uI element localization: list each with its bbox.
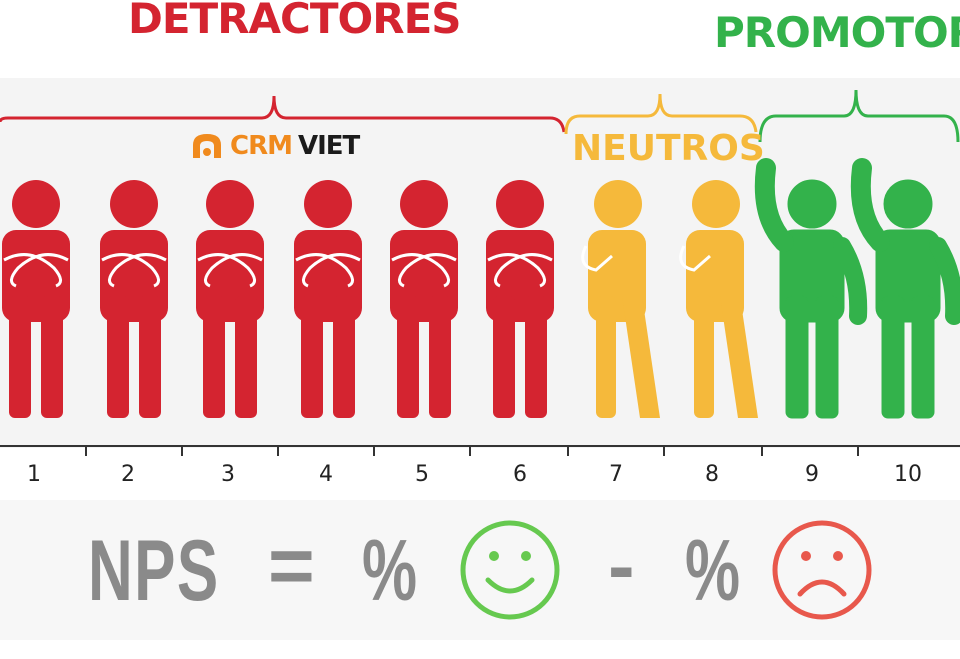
detractores-title: DETRACTORES: [128, 0, 462, 43]
percent-detractors: %: [685, 523, 741, 619]
detractor-figures: [0, 178, 556, 420]
promotores-brace: [758, 89, 960, 143]
scale-label-4: 4: [319, 462, 333, 487]
crmviet-logo: CRM VIET: [190, 128, 360, 164]
neutral-figures: [581, 178, 760, 420]
neutral-figure: [581, 178, 662, 420]
detractor-figure: [484, 178, 556, 420]
promoter-figures: [765, 168, 954, 418]
scale-label-3: 3: [221, 462, 235, 487]
detractor-figure: [194, 178, 266, 420]
scale-label-6: 6: [513, 462, 527, 487]
percent-promoters: %: [362, 523, 418, 619]
promoter-figure: [765, 168, 858, 418]
scale-ticks: [85, 446, 859, 456]
neutros-brace: [564, 93, 758, 135]
neutros-title: NEUTROS: [572, 128, 765, 169]
detractor-figure: [98, 178, 170, 420]
promotores-title: PROMOTOR: [714, 8, 960, 57]
scale-label-7: 7: [609, 462, 623, 487]
logo-viet-text: VIET: [297, 131, 360, 161]
smiley-face-icon: [460, 520, 560, 620]
detractor-figure: [292, 178, 364, 420]
promoter-figure: [861, 168, 954, 418]
logo-crm-text: CRM: [230, 131, 293, 161]
scale-label-9: 9: [805, 462, 819, 487]
detractor-figure: [0, 178, 72, 420]
sad-face-icon: [772, 520, 872, 620]
scale-label-1: 1: [27, 462, 41, 487]
minus-sign: -: [608, 521, 635, 610]
neutral-figure: [679, 178, 760, 420]
scale-label-5: 5: [415, 462, 429, 487]
scale-label-2: 2: [121, 462, 135, 487]
detractores-brace: [0, 95, 566, 133]
nps-label: NPS: [88, 523, 220, 619]
equals-sign: =: [268, 521, 315, 610]
detractor-figure: [388, 178, 460, 420]
crmviet-logo-icon: [193, 134, 221, 158]
scale-label-10: 10: [894, 462, 922, 487]
scale-label-8: 8: [705, 462, 719, 487]
formula-band: [0, 500, 960, 640]
